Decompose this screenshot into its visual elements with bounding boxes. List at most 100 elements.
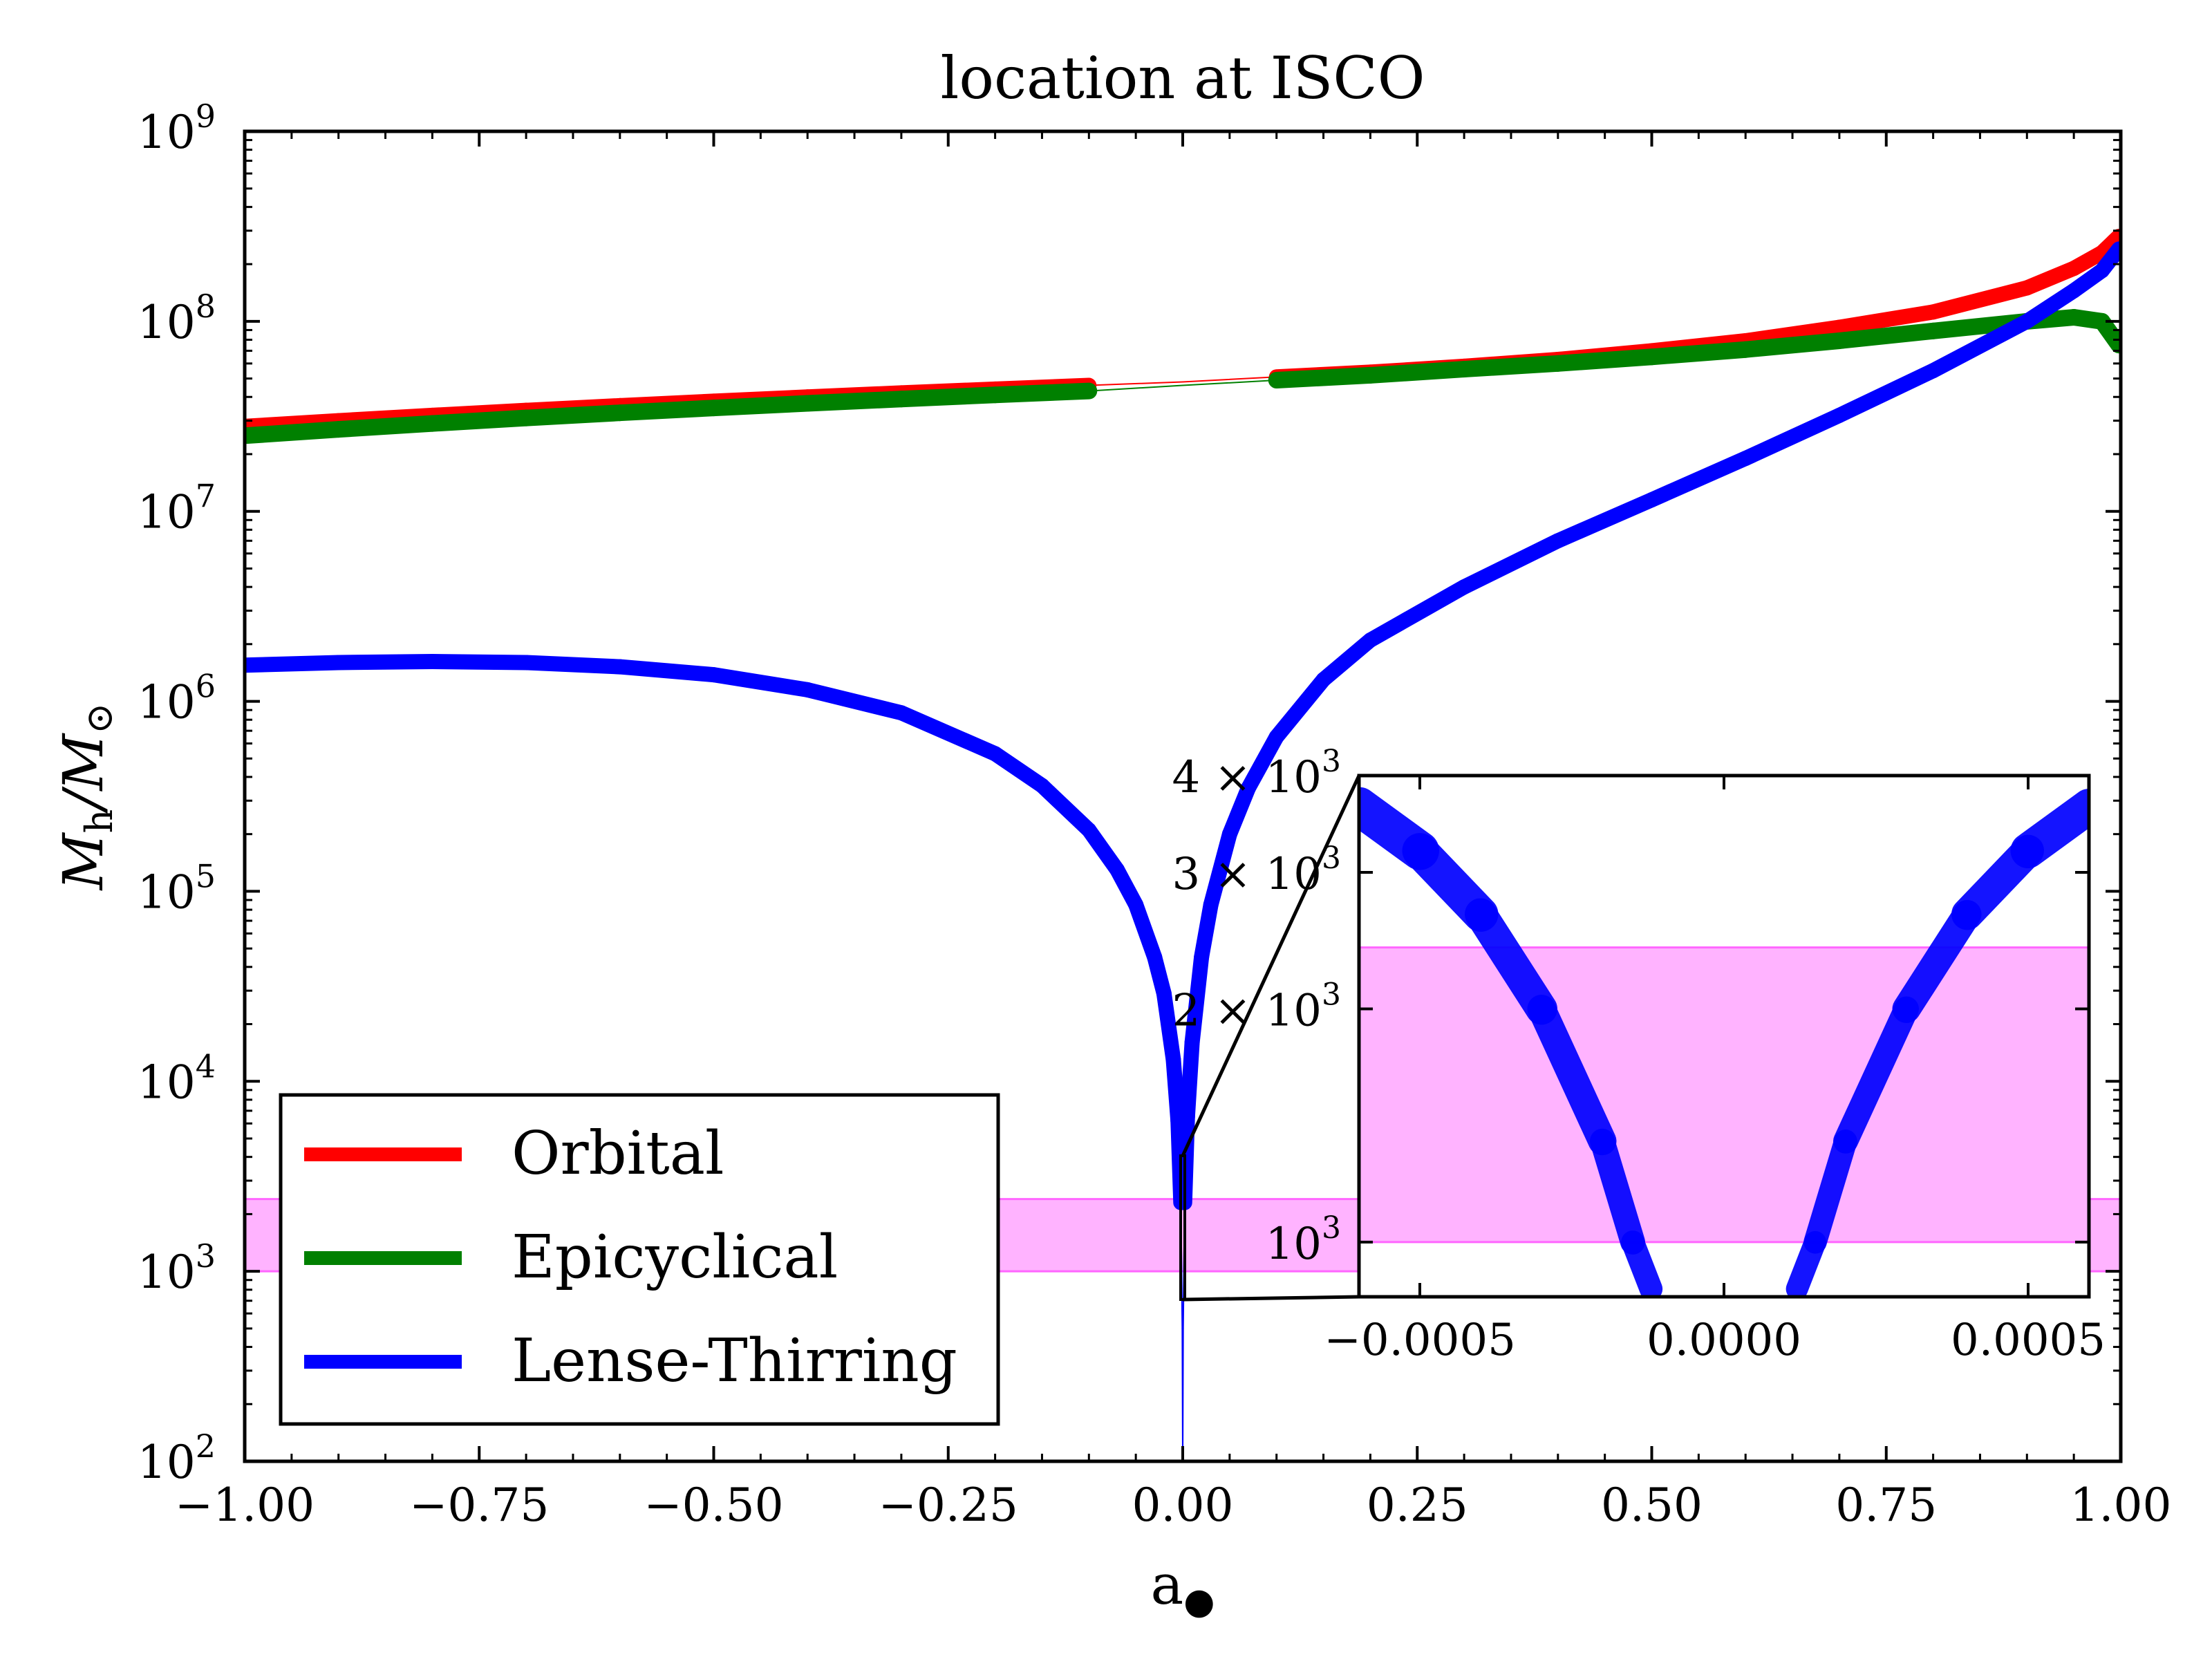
inset-target-band [1359, 946, 2089, 1244]
line-segment [1830, 322, 1942, 349]
y-tick-label: 104 [138, 1047, 216, 1109]
line-segment [518, 655, 628, 675]
line-segment [1644, 451, 1754, 508]
y-tick-label: 103 [138, 1237, 216, 1299]
x-tick-label: 1.00 [2070, 1479, 2172, 1532]
inset-series [1785, 789, 2089, 1297]
x-tick-label: −1.00 [175, 1479, 315, 1532]
inset-plot-area [1359, 787, 2089, 1297]
inset-band-fill [1359, 947, 2089, 1242]
x-tick-label: −0.75 [409, 1479, 549, 1532]
x-tick-label: 0.50 [1601, 1479, 1703, 1532]
line-segment [1128, 897, 1163, 965]
line-segment [1268, 366, 1379, 389]
inset-x-tick-label: −0.0005 [1324, 1315, 1516, 1366]
inset-line-segment [1621, 1230, 1663, 1297]
inset-plot: −0.0005 0.0000 0.0005 103 2 × 103 3 × 103 4 × … [1172, 744, 2106, 1366]
line-segment [1156, 986, 1181, 1067]
line-segment [2019, 261, 2082, 296]
inset-line-segment [2010, 789, 2089, 869]
line-segment [1182, 376, 1277, 383]
line-segment [245, 421, 347, 444]
y-tick-label: 105 [138, 857, 216, 919]
line-segment [1456, 533, 1566, 595]
line-segment [611, 400, 722, 422]
line-segment [245, 655, 346, 673]
line-segment [1179, 1035, 1200, 1125]
line-segment [1221, 780, 1256, 842]
inset-line-segment [1803, 1130, 1857, 1254]
legend-label: Lense-Thirring [512, 1327, 957, 1396]
line-segment [892, 386, 1004, 408]
x-tick-label: 0.00 [1132, 1479, 1234, 1532]
inset-line-segment [1527, 994, 1617, 1156]
line-segment [1925, 313, 2035, 379]
line-segment [1081, 822, 1125, 878]
line-segment [893, 705, 1003, 762]
line-segment [1034, 778, 1097, 838]
line-segment [1643, 341, 1754, 366]
line-segment [1550, 492, 1660, 549]
line-segment [2093, 312, 2121, 354]
line-segment [1738, 319, 1847, 348]
y-tick-label: 106 [138, 668, 216, 729]
inset-series [1359, 787, 1663, 1297]
inset-tick-labels: −0.0005 0.0000 0.0005 103 2 × 103 3 × 103 4 × … [1172, 744, 2106, 1366]
inset-axis-ticks [1359, 774, 2089, 1297]
legend-label: Orbital [512, 1119, 724, 1188]
y-tick-labels: 102 103 104 105 106 107 108 109 [138, 97, 216, 1489]
zoom-region-marker [1179, 1154, 1186, 1301]
line-segment [1549, 348, 1660, 372]
line-segment [987, 746, 1050, 794]
line-segment [1925, 280, 2035, 320]
line-segment [2019, 283, 2082, 329]
inset-y-tick-label: 2 × 103 [1172, 977, 1341, 1036]
line-segment [1184, 949, 1210, 1051]
chart-title: location at ISCO [941, 44, 1425, 112]
line-segment [1456, 355, 1566, 378]
y-tick-label: 107 [138, 478, 216, 539]
line-segment [1738, 407, 1847, 467]
y-tick-label: 108 [138, 288, 216, 349]
line-segment [2094, 241, 2121, 279]
line-segment [245, 413, 346, 434]
inset-connector-top [1181, 774, 1361, 1157]
y-tick-label: 102 [138, 1427, 216, 1489]
inset-line-segment [1465, 898, 1557, 1025]
x-tick-labels: −1.00 −0.75 −0.50 −0.25 0.00 0.25 0.50 0.75 1.00 [175, 1479, 2172, 1532]
line-segment [1182, 379, 1277, 386]
line-segment [612, 659, 722, 683]
line-segment [1362, 579, 1472, 648]
inset-y-tick-label: 4 × 103 [1172, 744, 1341, 803]
inset-y-tick-label: 3 × 103 [1172, 841, 1341, 900]
line-segment [705, 395, 816, 417]
line-segment [1165, 1051, 1186, 1129]
y-axis-label: Mh/M⊙ [51, 703, 121, 892]
legend: Orbital Epicyclical Lense-Thirring [279, 1093, 1000, 1426]
legend-label: Epicyclical [512, 1223, 838, 1292]
inset-x-tick-label: 0.0000 [1647, 1315, 1801, 1366]
plot-area [245, 228, 2121, 1461]
line-segment [1831, 304, 1941, 335]
line-segment [986, 382, 1098, 404]
line-segment [2094, 228, 2121, 261]
series-epicyclical [245, 309, 2121, 444]
inset-line-segment [1590, 1128, 1645, 1255]
line-segment [330, 415, 441, 438]
inset-x-tick-label: 0.0005 [1951, 1315, 2106, 1366]
line-segment [1268, 672, 1331, 744]
inset-connector-bottom [1182, 1295, 1360, 1302]
line-segment [800, 682, 909, 721]
line-segment [1362, 361, 1473, 384]
x-tick-label: 0.75 [1835, 1479, 1937, 1532]
inset-y-tick-label: 103 [1266, 1210, 1341, 1270]
line-segment [424, 409, 535, 432]
x-tick-label: −0.50 [644, 1479, 783, 1532]
inset-line-segment [1833, 996, 1919, 1154]
line-segment [1831, 363, 1941, 423]
x-axis-label: a● [1150, 1553, 1215, 1622]
line-segment [1088, 384, 1183, 392]
line-segment [1088, 381, 1183, 386]
inset-line-segment [1892, 899, 1982, 1023]
